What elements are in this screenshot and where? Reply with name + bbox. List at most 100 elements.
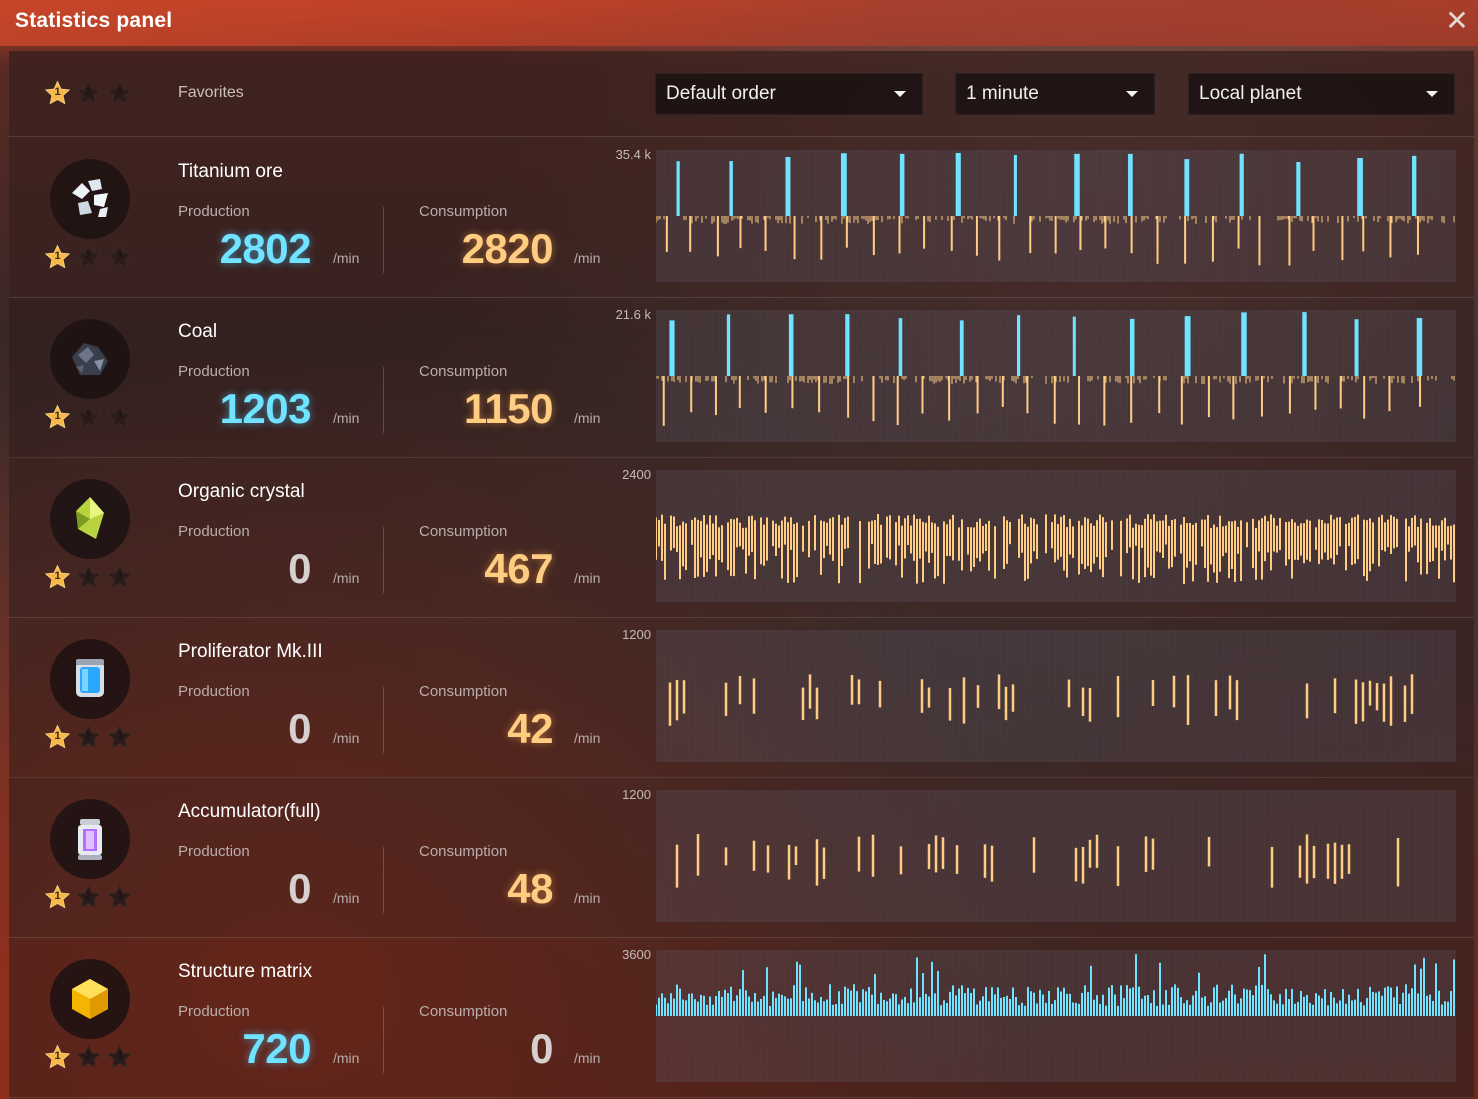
consumption-label: Consumption (419, 203, 508, 220)
item-name: Titanium ore (178, 161, 283, 182)
star-2-icon[interactable]: 2 (74, 563, 103, 592)
item-name: Proliferator Mk.III (178, 641, 323, 662)
star-3-icon[interactable]: 3 (105, 403, 134, 432)
star-2-icon[interactable]: 2 (74, 243, 103, 272)
item-name: Accumulator(full) (178, 801, 321, 822)
close-icon[interactable]: ✕ (1445, 5, 1469, 36)
item-name: Organic crystal (178, 481, 305, 502)
divider (383, 1007, 384, 1073)
star-1-icon[interactable]: 1 (43, 243, 72, 272)
consumption-value: 2820 (461, 225, 554, 272)
star-3-icon[interactable]: 3 (105, 883, 134, 912)
consumption-unit: /min (574, 250, 601, 266)
star-2-icon[interactable]: 2 (74, 79, 103, 108)
consumption-label: Consumption (419, 843, 508, 860)
divider (383, 687, 384, 753)
production-unit: /min (333, 730, 360, 746)
production-unit: /min (333, 250, 360, 266)
chart-max-label: 1200 (622, 787, 651, 802)
item-icon-frame (50, 639, 130, 719)
production-value: 720 (242, 1025, 311, 1072)
favorite-stars-filter: 1 2 3 (43, 79, 134, 108)
production-unit: /min (333, 410, 360, 426)
star-3-icon[interactable]: 3 (105, 1043, 134, 1072)
consumption-unit: /min (574, 890, 601, 906)
star-3-icon[interactable]: 3 (105, 723, 134, 752)
trend-chart (656, 310, 1456, 442)
star-3-icon[interactable]: 3 (105, 79, 134, 108)
sort-order-dropdown[interactable]: Default order (655, 73, 923, 115)
star-1-icon[interactable]: 1 (43, 403, 72, 432)
scope-dropdown[interactable]: Local planet (1188, 73, 1455, 115)
production-label: Production (178, 363, 250, 380)
scope-value: Local planet (1199, 83, 1302, 104)
production-label: Production (178, 683, 250, 700)
star-2-icon[interactable]: 2 (74, 723, 103, 752)
divider (383, 527, 384, 593)
item-row[interactable]: 1 2 3 Organic crystal Production Consumption 0… (9, 457, 1474, 618)
trend-chart (656, 950, 1456, 1082)
star-1-icon[interactable]: 1 (43, 563, 72, 592)
production-value: 0 (288, 705, 311, 752)
star-3-icon[interactable]: 3 (105, 563, 134, 592)
production-unit: /min (333, 1050, 360, 1066)
time-range-value: 1 minute (966, 83, 1039, 104)
item-name: Structure matrix (178, 961, 313, 982)
chart-max-label: 35.4 k (615, 147, 651, 162)
item-row[interactable]: 1 2 3 Accumulator(full) Production Consumptio… (9, 777, 1474, 938)
divider (383, 847, 384, 913)
star-2-icon[interactable]: 2 (74, 1043, 103, 1072)
item-icon-frame (50, 319, 130, 399)
chart-max-label: 21.6 k (615, 307, 651, 322)
production-label: Production (178, 1003, 250, 1020)
window-title: Statistics panel (15, 9, 173, 32)
divider (383, 207, 384, 273)
production-value: 0 (288, 545, 311, 592)
consumption-unit: /min (574, 1050, 601, 1066)
chevron-down-icon (1426, 91, 1438, 97)
production-label: Production (178, 523, 250, 540)
consumption-value: 0 (530, 1025, 553, 1072)
star-2-icon[interactable]: 2 (74, 883, 103, 912)
time-range-dropdown[interactable]: 1 minute (955, 73, 1155, 115)
production-value: 1203 (219, 385, 312, 432)
item-icon-frame (50, 479, 130, 559)
item-name: Coal (178, 321, 218, 342)
divider (383, 367, 384, 433)
star-1-icon[interactable]: 1 (43, 883, 72, 912)
consumption-label: Consumption (419, 1003, 508, 1020)
star-1-icon[interactable]: 1 (43, 79, 72, 108)
production-unit: /min (333, 570, 360, 586)
production-label: Production (178, 203, 250, 220)
consumption-label: Consumption (419, 363, 508, 380)
item-icon-frame (50, 959, 130, 1039)
item-row[interactable]: 1 2 3 Titanium ore Production Consumption 2802… (9, 137, 1474, 298)
production-unit: /min (333, 890, 360, 906)
star-3-icon[interactable]: 3 (105, 243, 134, 272)
consumption-unit: /min (574, 730, 601, 746)
item-row[interactable]: 1 2 3 Structure matrix Production Consumption… (9, 937, 1474, 1098)
star-1-icon[interactable]: 1 (43, 1043, 72, 1072)
production-value: 2802 (219, 225, 312, 272)
chevron-down-icon (1126, 91, 1138, 97)
item-row[interactable]: 1 2 3 Proliferator Mk.III Production Consumpt… (9, 617, 1474, 778)
star-1-icon[interactable]: 1 (43, 723, 72, 752)
trend-chart (656, 790, 1456, 922)
trend-chart (656, 470, 1456, 602)
item-row[interactable]: 1 2 3 Coal Production Consumption 1203/min 1150… (9, 297, 1474, 458)
chart-max-label: 2400 (622, 467, 651, 482)
consumption-unit: /min (574, 570, 601, 586)
star-2-icon[interactable]: 2 (74, 403, 103, 432)
production-value: 0 (288, 865, 311, 912)
sort-order-value: Default order (666, 83, 776, 104)
consumption-label: Consumption (419, 683, 508, 700)
chart-max-label: 1200 (622, 627, 651, 642)
item-icon-frame (50, 159, 130, 239)
consumption-value: 42 (507, 705, 553, 752)
